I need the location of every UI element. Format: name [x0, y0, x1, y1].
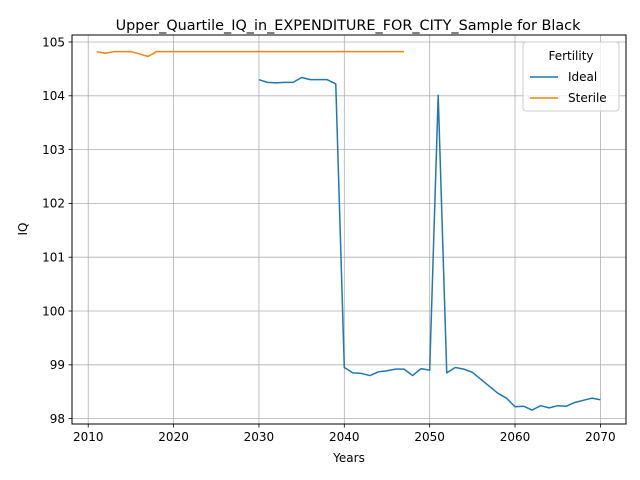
y-tick-label: 100 — [42, 304, 65, 318]
y-tick-label: 98 — [50, 412, 65, 426]
x-tick-label: 2020 — [158, 430, 189, 444]
x-tick-label: 2050 — [414, 430, 445, 444]
y-tick-label: 105 — [42, 35, 65, 49]
axis-ticks: 2010 2020 2030 2040 2050 2060 2070 98 99 100 101 10… — [42, 35, 616, 444]
x-tick-label: 2070 — [585, 430, 616, 444]
x-axis-label: Years — [332, 451, 365, 465]
series-lines — [96, 50, 601, 411]
series-line-sterile — [96, 50, 405, 58]
y-tick-label: 99 — [50, 358, 65, 372]
legend-label-ideal: Ideal — [568, 70, 597, 84]
chart-title: Upper_Quartile_IQ_in_EXPENDITURE_FOR_CIT… — [116, 18, 582, 34]
y-tick-label: 104 — [42, 89, 65, 103]
legend-title: Fertility — [548, 49, 593, 63]
x-tick-label: 2010 — [73, 430, 104, 444]
y-axis-label: IQ — [16, 223, 30, 236]
plot-frame — [71, 34, 627, 425]
x-tick-label: 2060 — [500, 430, 531, 444]
x-tick-label: 2040 — [329, 430, 360, 444]
legend-box — [522, 41, 620, 112]
legend-label-sterile: Sterile — [568, 91, 607, 105]
x-tick-label: 2030 — [244, 430, 275, 444]
y-tick-label: 103 — [42, 143, 65, 157]
series-line-ideal — [258, 76, 601, 411]
y-tick-label: 102 — [42, 197, 65, 211]
legend: Fertility Ideal Sterile — [522, 41, 620, 112]
y-tick-label: 101 — [42, 251, 65, 265]
